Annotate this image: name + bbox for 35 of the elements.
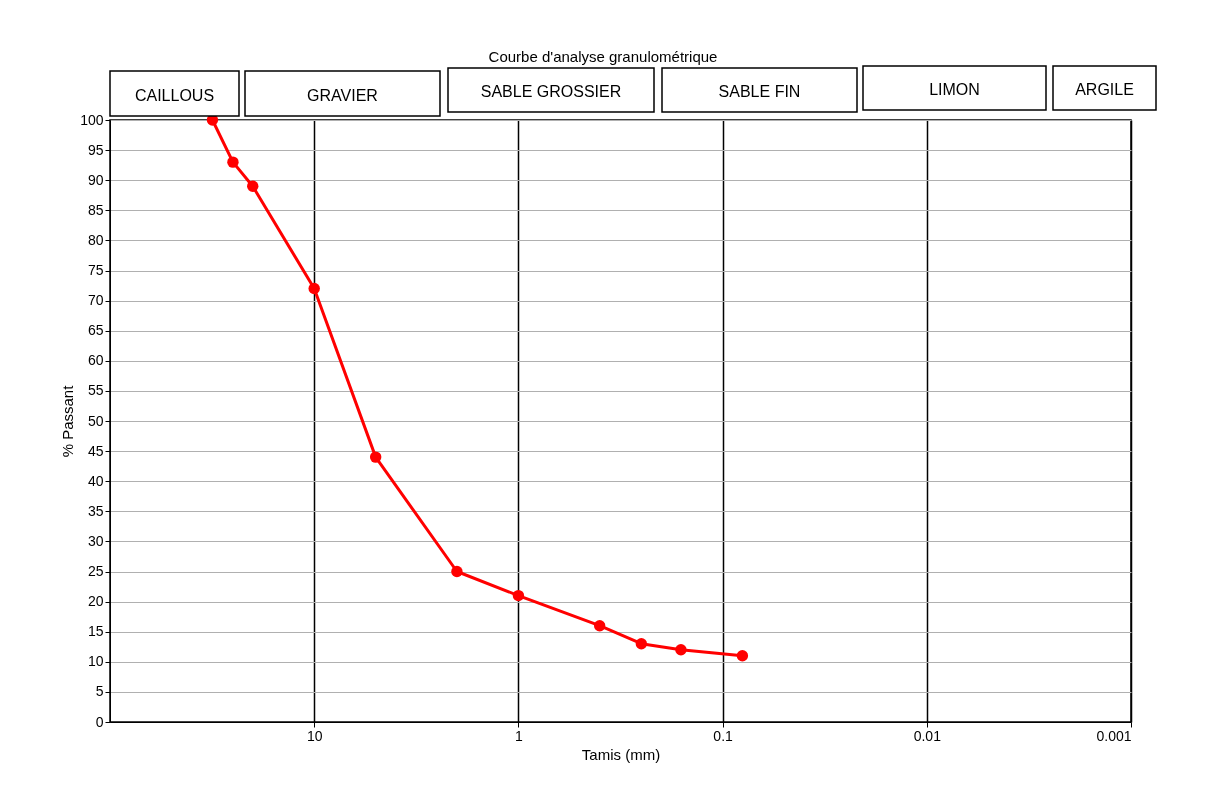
y-tick-label: 95 xyxy=(87,141,104,158)
y-tick-label: 35 xyxy=(87,502,104,519)
y-tick-label: 90 xyxy=(87,171,104,188)
y-tick-label: 75 xyxy=(87,262,104,278)
y-tick-label: 5 xyxy=(95,683,104,700)
text: CAILLOUS xyxy=(134,86,215,104)
x-tick-label: 0.1 xyxy=(713,727,734,744)
text: SABLE FIN xyxy=(718,83,801,100)
y-axis-title: % Passant xyxy=(59,384,77,458)
y-tick-label: 30 xyxy=(87,532,104,549)
x-tick-label: 0.001 xyxy=(1096,727,1132,744)
x-tick-label: 0.01 xyxy=(913,727,942,744)
y-tick-label: 15 xyxy=(87,623,104,640)
text: SABLE GROSSIER xyxy=(480,83,622,100)
y-tick-label: 100 xyxy=(80,111,104,128)
x-tick-label: 10 xyxy=(306,727,323,744)
y-tick-label: 25 xyxy=(87,563,104,579)
text: ARGILE xyxy=(1075,81,1134,98)
text: GRAVIER xyxy=(307,86,378,104)
y-tick-label: 50 xyxy=(87,412,104,429)
y-tick-label: 40 xyxy=(87,472,104,489)
text: LIMON xyxy=(929,81,980,98)
x-axis-title: Tamis (mm) xyxy=(581,745,661,763)
x-tick-label: 1 xyxy=(515,727,523,744)
y-tick-label: 20 xyxy=(87,593,104,610)
y-tick-label: 55 xyxy=(87,382,104,399)
y-tick-label: 65 xyxy=(87,322,104,339)
y-tick-label: 80 xyxy=(87,231,104,248)
y-tick-label: 10 xyxy=(87,653,104,670)
y-tick-label: 0 xyxy=(95,713,104,730)
chart-title: Courbe d'analyse granulométrique xyxy=(488,48,718,65)
y-tick-label: 85 xyxy=(87,201,104,218)
y-tick-label: 60 xyxy=(87,352,104,369)
y-tick-label: 45 xyxy=(87,442,104,459)
y-tick-label: 70 xyxy=(87,292,104,309)
